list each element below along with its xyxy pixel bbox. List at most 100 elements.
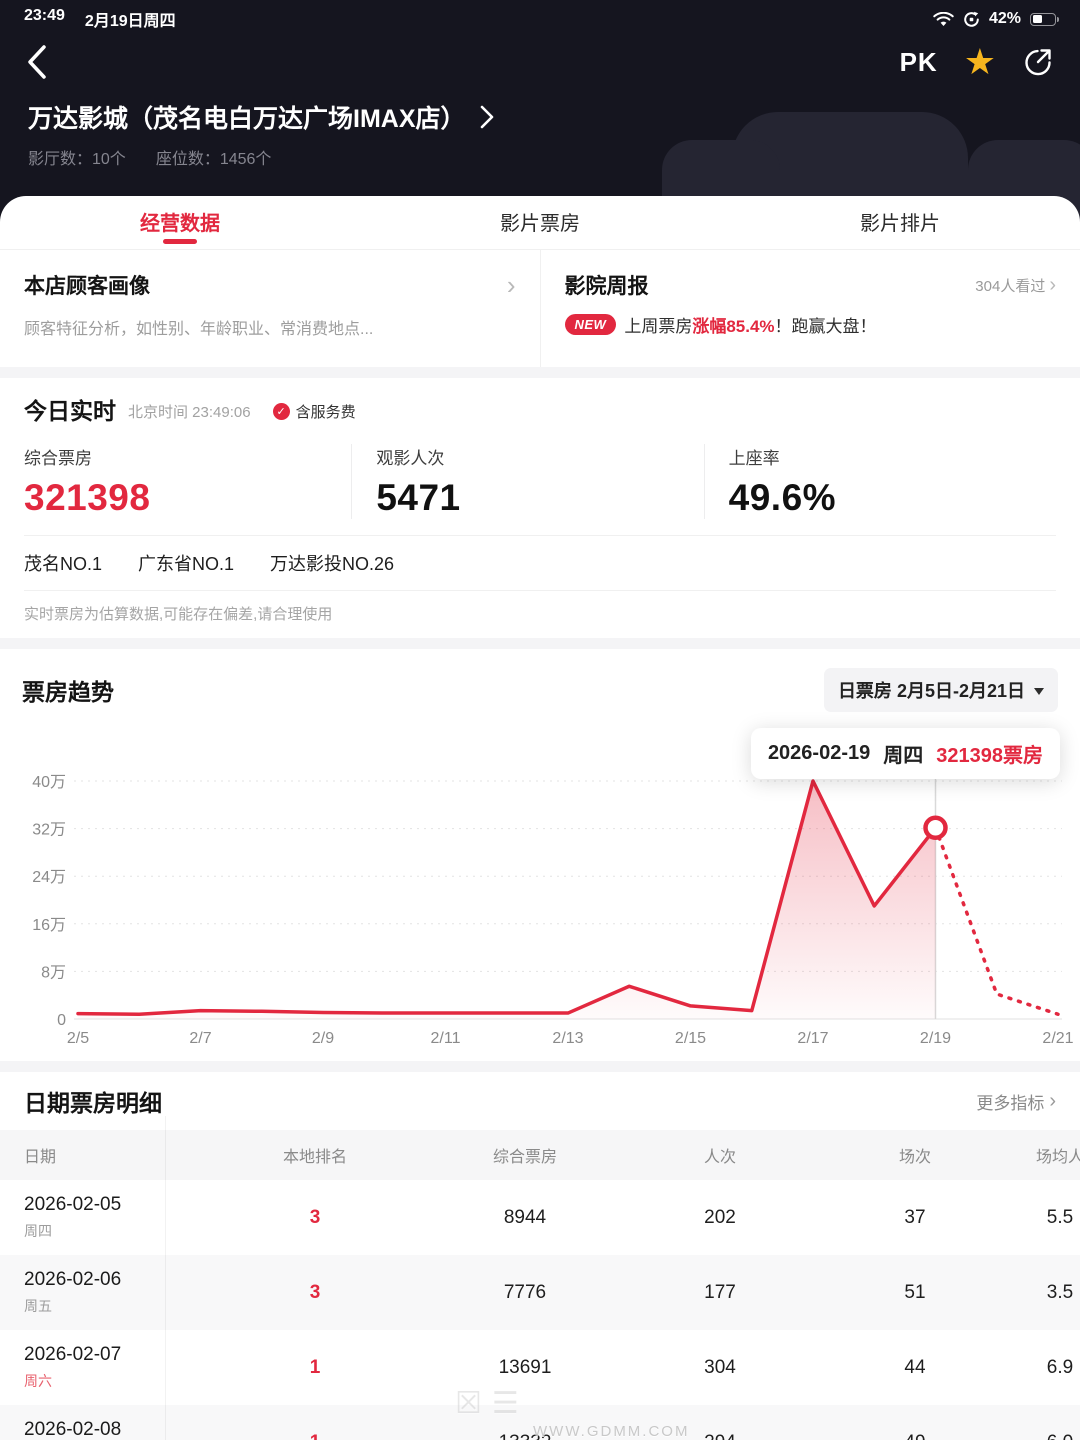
rotation-lock-icon [963, 11, 980, 28]
row-shows-cell: 51 [904, 1281, 926, 1303]
weekly-report-text: 上周票房涨幅85.4%！跑赢大盘！ [624, 317, 877, 336]
table-row[interactable]: 2026-02-07 周六 1 13691 304 44 6.9 [0, 1330, 1080, 1405]
disclaimer-text: 实时票房为估算数据,可能存在偏差,请合理使用 [24, 590, 1056, 638]
row-boxoffice-cell: 13691 [498, 1356, 552, 1378]
row-avg-cell: 3.5 [1046, 1281, 1074, 1303]
content-sheet: 经营数据 影片票房 影片排片 本店顾客画像 › 顾客特征分析，如性别、年龄职业、… [0, 196, 1080, 1440]
daily-detail-section: 日期票房明细 更多指标 › 日期 本地排名 综合票房 人次 场次 场均人 2026-02-… [0, 1072, 1080, 1440]
frozen-column-divider [165, 1116, 166, 1440]
row-boxoffice-cell: 8944 [503, 1206, 547, 1228]
date-range-filter-button[interactable]: 日票房 2月5日-2月21日 [823, 668, 1058, 712]
more-metrics-link[interactable]: 更多指标 › [976, 1090, 1056, 1113]
cinema-stats: 影厅数：10个 座位数：1456个 [0, 135, 1080, 169]
column-header: 场次 [898, 1149, 931, 1166]
battery-icon [1030, 12, 1059, 26]
column-header: 场均人 [1035, 1149, 1080, 1166]
detail-title: 日期票房明细 [24, 1090, 162, 1116]
row-rank-cell: 1 [200, 1432, 430, 1440]
favorite-star-icon[interactable]: ★ [963, 41, 996, 82]
nav-bar: PK ★ [0, 31, 1080, 93]
table-row[interactable]: 2026-02-08周日 113332294496.0 [0, 1405, 1080, 1440]
portrait-card-desc: 顾客特征分析，如性别、年龄职业、常消费地点... [24, 321, 374, 338]
table-row[interactable]: 2026-02-05 周四 3 8944 202 37 5.5 [0, 1180, 1080, 1255]
tab-business-data[interactable]: 经营数据 [0, 196, 360, 249]
today-stats: 综合票房 321398 观影人次 5471 上座率 49.6% [24, 424, 1056, 535]
row-avg-cell: 6.9 [1046, 1356, 1074, 1378]
attendance-value: 5471 [376, 477, 461, 518]
tooltip-weekday: 周四 [883, 745, 924, 767]
row-shows-cell: 44 [904, 1356, 926, 1378]
tab-film-schedule[interactable]: 影片排片 [860, 213, 940, 235]
occupancy-value: 49.6% [728, 477, 837, 518]
halls-count: 影厅数：10个 [28, 151, 126, 168]
status-bar: 23:49 2月19日周四 42% [0, 0, 1080, 31]
tab-film-boxoffice[interactable]: 影片票房 [500, 213, 580, 235]
row-people-cell: 202 [704, 1206, 736, 1228]
growth-highlight: 涨幅85.4% [692, 317, 775, 336]
chevron-right-icon: › [1049, 1090, 1056, 1112]
row-avg-cell: 6.0 [1010, 1432, 1080, 1440]
service-fee-note: ✓ 含服务费 [272, 401, 356, 422]
chevron-right-icon: › [1049, 274, 1056, 296]
row-boxoffice-cell: 7776 [503, 1281, 547, 1303]
boxoffice-trend-section: 票房趋势 日票房 2月5日-2月21日 2026-02-19 周四 321398… [0, 649, 1080, 1061]
back-button[interactable] [26, 44, 48, 80]
chart-tooltip: 2026-02-19 周四 321398票房 [750, 728, 1060, 779]
tooltip-value: 321398票房 [936, 745, 1043, 767]
seats-count: 座位数：1456个 [155, 151, 272, 168]
stat-total-boxoffice: 综合票房 321398 [24, 444, 351, 519]
portrait-card-title: 本店顾客画像 [24, 275, 150, 298]
section-separator [0, 367, 1080, 378]
svg-text:2/19: 2/19 [920, 1030, 951, 1047]
svg-text:2/5: 2/5 [67, 1030, 89, 1047]
pk-button[interactable]: PK [899, 46, 938, 77]
trend-chart[interactable]: 0 8万 16万 24万 32万 40万 2/5 2/7 2/9 2/11 2/13 2/15 2/17… [0, 713, 1080, 1053]
table-header: 日期 本地排名 综合票房 人次 场次 场均人 [0, 1130, 1080, 1180]
row-date-cell: 2026-02-06 周五 [24, 1269, 122, 1314]
svg-text:16万: 16万 [32, 917, 66, 934]
row-people-cell: 294 [620, 1432, 820, 1440]
chevron-right-icon [480, 105, 493, 129]
battery-percent: 42% [988, 10, 1021, 27]
svg-text:32万: 32万 [32, 822, 66, 839]
today-realtime-section: 今日实时 北京时间 23:49:06 ✓ 含服务费 综合票房 321398 观影… [0, 378, 1080, 638]
row-rank-cell: 3 [309, 1206, 321, 1228]
tab-bar: 经营数据 影片票房 影片排片 [0, 196, 1080, 250]
table-row[interactable]: 2026-02-06 周五 3 7776 177 51 3.5 [0, 1255, 1080, 1330]
svg-text:0: 0 [57, 1012, 66, 1029]
cinema-name-row[interactable]: 万达影城（茂名电白万达广场IMAX店） [0, 93, 1080, 135]
svg-text:40万: 40万 [32, 774, 66, 791]
row-shows-cell: 37 [904, 1206, 926, 1228]
tooltip-date: 2026-02-19 [767, 742, 871, 764]
app-header: 23:49 2月19日周四 42% PK ★ 万达影城（茂名电白万达广场IMAX [0, 0, 1080, 222]
stat-attendance: 观影人次 5471 [351, 444, 703, 519]
share-button[interactable] [1022, 46, 1054, 78]
customer-portrait-card[interactable]: 本店顾客画像 › 顾客特征分析，如性别、年龄职业、常消费地点... [0, 250, 540, 367]
svg-text:2/9: 2/9 [312, 1030, 334, 1047]
svg-text:8万: 8万 [41, 964, 66, 981]
column-header: 人次 [703, 1149, 736, 1166]
weekly-views-link[interactable]: 304人看过 › [975, 275, 1056, 296]
svg-text:24万: 24万 [32, 869, 66, 886]
table-body: 2026-02-05 周四 3 8944 202 37 5.5 2026-02-06 周五 3 77… [0, 1180, 1080, 1440]
row-people-cell: 304 [704, 1356, 736, 1378]
wifi-icon [933, 11, 954, 27]
weekly-report-card[interactable]: 影院周报 304人看过 › NEW 上周票房涨幅85.4%！跑赢大盘！ [539, 250, 1080, 367]
weekly-report-line: NEW 上周票房涨幅85.4%！跑赢大盘！ [564, 312, 1057, 337]
weekly-card-title: 影院周报 [564, 275, 649, 298]
section-separator [0, 1061, 1080, 1072]
stat-occupancy: 上座率 49.6% [703, 444, 1056, 519]
row-date-cell: 2026-02-07 周六 [24, 1344, 122, 1389]
column-header: 日期 [24, 1149, 57, 1166]
svg-text:2/17: 2/17 [797, 1030, 828, 1047]
rank-province: 广东省NO.1 [138, 554, 235, 574]
feature-cards: 本店顾客画像 › 顾客特征分析，如性别、年龄职业、常消费地点... 影院周报 3… [0, 250, 1080, 367]
row-avg-cell: 5.5 [1046, 1206, 1074, 1228]
row-rank-cell: 1 [309, 1356, 321, 1378]
row-people-cell: 177 [704, 1281, 736, 1303]
section-separator [0, 638, 1080, 649]
total-boxoffice-value: 321398 [24, 477, 151, 518]
column-header: 综合票房 [492, 1149, 557, 1166]
new-badge: NEW [564, 314, 617, 335]
ranking-row: 茂名NO.1 广东省NO.1 万达影投NO.26 [24, 535, 1056, 590]
